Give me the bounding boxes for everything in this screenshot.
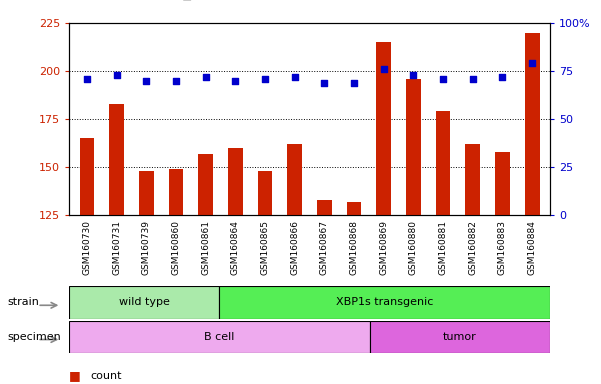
Bar	[287, 144, 302, 215]
Text: XBP1s transgenic: XBP1s transgenic	[336, 297, 433, 308]
Text: tumor: tumor	[443, 332, 477, 342]
Bar	[139, 171, 154, 215]
Bar	[465, 144, 480, 215]
Text: GSM160868: GSM160868	[350, 220, 359, 275]
Bar	[79, 138, 94, 215]
Text: GSM160867: GSM160867	[320, 220, 329, 275]
Point	[320, 79, 329, 86]
Text: ■: ■	[69, 369, 81, 382]
Point	[171, 78, 181, 84]
Text: GSM160731: GSM160731	[112, 220, 121, 275]
Text: GSM160861: GSM160861	[201, 220, 210, 275]
Bar	[258, 171, 272, 215]
Bar	[69, 321, 370, 353]
Point	[201, 74, 210, 80]
Text: GSM160730: GSM160730	[82, 220, 91, 275]
Point	[82, 76, 92, 82]
Point	[438, 76, 448, 82]
Text: specimen: specimen	[7, 332, 61, 342]
Bar	[525, 33, 540, 215]
Point	[231, 78, 240, 84]
Bar	[495, 152, 510, 215]
Text: GSM160865: GSM160865	[260, 220, 269, 275]
Text: strain: strain	[7, 297, 39, 308]
Bar	[69, 286, 219, 319]
Point	[527, 60, 537, 66]
Point	[141, 78, 151, 84]
Bar	[228, 148, 243, 215]
Text: GSM160882: GSM160882	[468, 220, 477, 275]
Text: GSM160884: GSM160884	[528, 220, 537, 275]
Bar	[168, 169, 183, 215]
Bar	[198, 154, 213, 215]
Point	[349, 79, 359, 86]
Point	[498, 74, 507, 80]
Bar	[347, 202, 361, 215]
Text: B cell: B cell	[204, 332, 234, 342]
Text: wild type: wild type	[119, 297, 169, 308]
Point	[468, 76, 478, 82]
Text: GSM160860: GSM160860	[171, 220, 180, 275]
Text: GSM160880: GSM160880	[409, 220, 418, 275]
Text: count: count	[90, 371, 121, 381]
Text: GSM160866: GSM160866	[290, 220, 299, 275]
Bar	[406, 79, 421, 215]
Bar	[317, 200, 332, 215]
Point	[379, 66, 388, 72]
Bar	[436, 111, 451, 215]
Bar	[109, 104, 124, 215]
Bar	[219, 286, 550, 319]
Text: GSM160881: GSM160881	[439, 220, 448, 275]
Point	[290, 74, 299, 80]
Point	[409, 72, 418, 78]
Point	[260, 76, 270, 82]
Text: GSM160864: GSM160864	[231, 220, 240, 275]
Point	[112, 72, 121, 78]
Text: GSM160869: GSM160869	[379, 220, 388, 275]
Bar	[376, 42, 391, 215]
Text: GSM160739: GSM160739	[142, 220, 151, 275]
Text: GSM160883: GSM160883	[498, 220, 507, 275]
Bar	[370, 321, 550, 353]
